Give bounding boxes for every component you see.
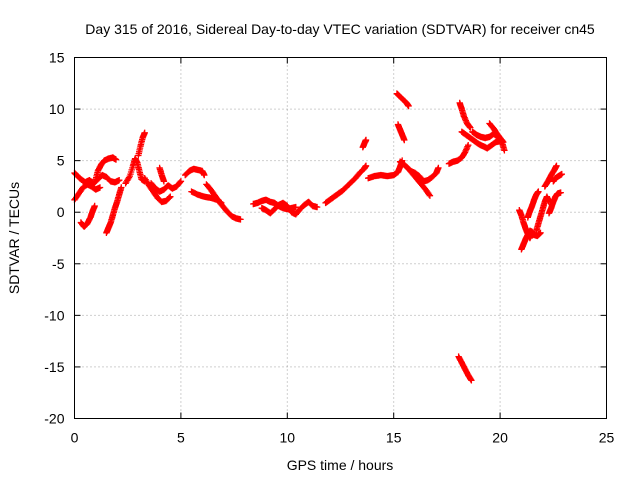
series-arc-aa xyxy=(486,120,507,146)
series-arc-e xyxy=(103,184,125,236)
series-arc-y xyxy=(458,128,504,152)
series-arc-w xyxy=(445,142,472,167)
y-tick-label: 0 xyxy=(57,204,65,220)
data-point-markers xyxy=(156,164,168,185)
series-arc-i xyxy=(147,178,185,195)
grid-layer xyxy=(74,57,607,419)
data-point-markers xyxy=(92,154,120,183)
y-tick-label: 10 xyxy=(49,101,65,117)
data-point-markers xyxy=(403,163,442,185)
data-point-markers xyxy=(550,170,565,185)
x-tick-label: 10 xyxy=(280,430,296,446)
data-point-markers xyxy=(541,162,560,190)
x-tick-label: 5 xyxy=(177,430,185,446)
data-point-markers xyxy=(103,184,125,236)
data-point-markers xyxy=(545,189,564,217)
data-point-markers xyxy=(455,353,475,384)
data-point-markers xyxy=(359,136,370,151)
data-point-markers xyxy=(182,165,208,179)
y-tick-label: -5 xyxy=(52,256,65,272)
y-tick-label: 15 xyxy=(49,50,65,66)
series-arc-h xyxy=(141,175,174,206)
series-arc-o xyxy=(258,198,321,218)
data-point-markers xyxy=(518,227,544,253)
series-arc-ai xyxy=(550,170,565,185)
series-arc-ag xyxy=(541,162,560,190)
data-point-markers xyxy=(141,175,174,206)
data-point-markers xyxy=(458,128,504,152)
data-point-markers xyxy=(533,193,553,234)
data-point-markers xyxy=(394,121,408,144)
series-arc-t xyxy=(394,121,408,144)
data-point-markers xyxy=(486,120,507,146)
data-point-markers xyxy=(456,99,474,131)
series-arc-f xyxy=(122,155,148,187)
y-axis-label: SDTVAR / TECUs xyxy=(6,182,22,294)
series-arc-s xyxy=(393,90,412,110)
series-arc-x xyxy=(456,99,474,131)
series-arc-ah xyxy=(545,189,564,217)
x-tick-label: 15 xyxy=(386,430,402,446)
data-point-markers xyxy=(203,181,244,223)
data-point-markers xyxy=(322,162,370,207)
series-arc-g xyxy=(135,129,148,159)
y-tick-label: 5 xyxy=(57,153,65,169)
plot-frame xyxy=(74,57,607,419)
y-tick-label: -20 xyxy=(44,411,64,427)
data-point-markers xyxy=(258,198,321,218)
x-tick-label: 0 xyxy=(71,430,79,446)
series-arc-ae xyxy=(524,188,542,221)
series-arc-m xyxy=(203,181,244,223)
chart-title: Day 315 of 2016, Sidereal Day-to-day VTE… xyxy=(85,21,595,37)
series-arc-af xyxy=(533,193,553,234)
series-arc-ad xyxy=(518,227,544,253)
x-tick-label: 25 xyxy=(599,430,615,446)
series-arc-v xyxy=(403,163,442,185)
series-arc-b xyxy=(71,181,104,203)
series-arc-k xyxy=(182,165,208,179)
tick-layer: 0 5 10 15 20 25 -20 -15 -10 -5 0 5 10 15 xyxy=(44,50,614,446)
y-tick-label: -10 xyxy=(44,307,64,323)
series-arc-ab xyxy=(455,353,475,384)
data-point-markers xyxy=(147,178,185,195)
series-arc-c xyxy=(77,202,98,230)
series-arc-p xyxy=(322,162,370,207)
data-point-markers xyxy=(71,181,104,203)
x-tick-label: 20 xyxy=(492,430,508,446)
data-point-markers xyxy=(77,202,98,230)
y-tick-label: -15 xyxy=(44,359,64,375)
series-arc-j xyxy=(156,164,168,185)
data-point-markers xyxy=(122,155,148,187)
data-point-markers xyxy=(135,129,148,159)
data-points-layer xyxy=(71,90,565,384)
data-point-markers xyxy=(393,90,412,110)
data-point-markers xyxy=(524,188,542,221)
data-point-markers xyxy=(445,142,472,167)
x-axis-label: GPS time / hours xyxy=(287,457,394,473)
series-arc-d xyxy=(92,154,120,183)
series-arc-q xyxy=(359,136,370,151)
